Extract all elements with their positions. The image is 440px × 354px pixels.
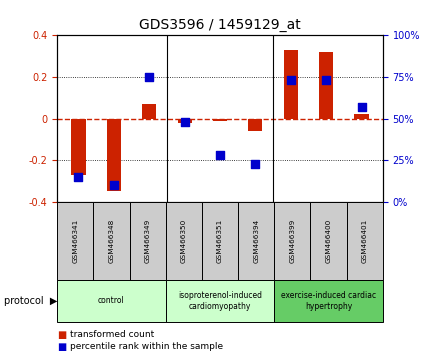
Point — [358, 104, 365, 110]
Text: GDS3596 / 1459129_at: GDS3596 / 1459129_at — [139, 18, 301, 32]
Text: percentile rank within the sample: percentile rank within the sample — [70, 342, 224, 352]
Text: GSM466349: GSM466349 — [145, 218, 150, 263]
Point — [146, 74, 153, 80]
Text: GSM466399: GSM466399 — [290, 218, 295, 263]
Text: GSM466394: GSM466394 — [253, 218, 259, 263]
Point — [323, 78, 330, 83]
Bar — [248, 119, 263, 131]
Text: exercise-induced cardiac
hypertrophy: exercise-induced cardiac hypertrophy — [281, 291, 376, 311]
Point — [110, 182, 117, 188]
Text: ■: ■ — [57, 342, 66, 352]
Bar — [142, 104, 156, 119]
Point — [181, 119, 188, 125]
Point — [75, 174, 82, 180]
Point — [252, 161, 259, 166]
Bar — [71, 119, 85, 175]
Bar — [213, 119, 227, 121]
Bar — [284, 50, 298, 119]
Text: transformed count: transformed count — [70, 330, 154, 339]
Point — [216, 152, 224, 158]
Text: GSM466400: GSM466400 — [326, 218, 331, 263]
Bar — [319, 52, 333, 119]
Text: control: control — [98, 296, 125, 306]
Text: protocol  ▶: protocol ▶ — [4, 296, 58, 306]
Text: GSM466341: GSM466341 — [72, 218, 78, 263]
Text: GSM466350: GSM466350 — [181, 218, 187, 263]
Text: GSM466348: GSM466348 — [109, 218, 114, 263]
Text: GSM466401: GSM466401 — [362, 218, 368, 263]
Text: ■: ■ — [57, 330, 66, 339]
Bar — [355, 114, 369, 119]
Text: isoproterenol-induced
cardiomyopathy: isoproterenol-induced cardiomyopathy — [178, 291, 262, 311]
Bar — [107, 119, 121, 192]
Bar — [177, 119, 192, 123]
Text: GSM466351: GSM466351 — [217, 218, 223, 263]
Point — [287, 78, 294, 83]
